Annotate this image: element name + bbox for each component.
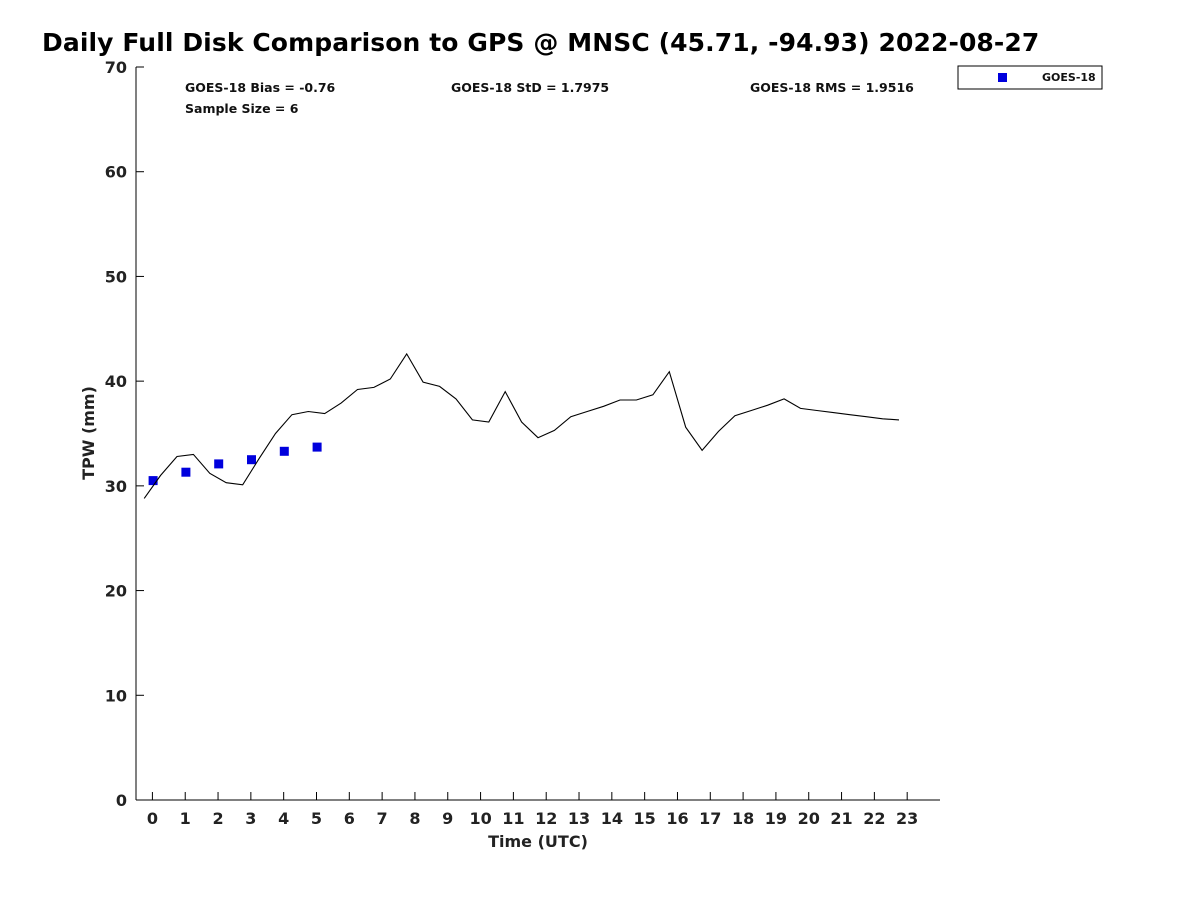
x-tick-label: 8 bbox=[409, 809, 420, 828]
goes-18-point bbox=[279, 446, 289, 456]
y-tick-label: 20 bbox=[105, 582, 127, 601]
x-tick-label: 2 bbox=[212, 809, 223, 828]
goes-18-point bbox=[247, 455, 256, 465]
sample-size-stat: Sample Size = 6 bbox=[185, 101, 299, 116]
legend-label-goes-18: GOES-18 bbox=[1042, 71, 1096, 84]
x-tick-label: 11 bbox=[502, 809, 524, 828]
x-tick-label: 15 bbox=[634, 809, 656, 828]
x-tick-label: 5 bbox=[311, 809, 322, 828]
x-tick-label: 16 bbox=[666, 809, 688, 828]
x-tick-label: 12 bbox=[535, 809, 557, 828]
plot-area bbox=[143, 352, 900, 499]
x-tick-label: 3 bbox=[245, 809, 256, 828]
y-axis-title: TPW (mm) bbox=[79, 386, 98, 480]
x-tick-label: 17 bbox=[699, 809, 721, 828]
goes-18-point bbox=[214, 459, 224, 469]
goes-18-point bbox=[148, 476, 158, 486]
goes-18-point bbox=[312, 442, 322, 452]
x-tick-label: 22 bbox=[863, 809, 885, 828]
x-tick-label: 23 bbox=[896, 809, 918, 828]
y-tick-label: 50 bbox=[105, 267, 127, 286]
x-tick-label: 10 bbox=[469, 809, 491, 828]
y-tick-label: 30 bbox=[105, 477, 127, 496]
x-tick-label: 1 bbox=[180, 809, 191, 828]
gps-tpw-line bbox=[143, 352, 900, 499]
page-title: Daily Full Disk Comparison to GPS @ MNSC… bbox=[42, 28, 1040, 57]
x-tick-label: 9 bbox=[442, 809, 453, 828]
x-tick-label: 19 bbox=[765, 809, 787, 828]
x-tick-label: 7 bbox=[377, 809, 388, 828]
y-tick-label: 40 bbox=[105, 372, 127, 391]
rms-stat: GOES-18 RMS = 1.9516 bbox=[750, 80, 914, 95]
bias-stat: GOES-18 Bias = -0.76 bbox=[185, 80, 336, 95]
y-tick-label: 10 bbox=[105, 686, 127, 705]
x-tick-label: 0 bbox=[147, 809, 158, 828]
legend: GOES-18 bbox=[957, 65, 1103, 90]
x-tick-label: 13 bbox=[568, 809, 590, 828]
y-tick-label: 60 bbox=[105, 163, 127, 182]
legend-marker-goes-18 bbox=[998, 73, 1007, 82]
std-stat: GOES-18 StD = 1.7975 bbox=[451, 80, 609, 95]
y-tick-label: 70 bbox=[105, 58, 127, 77]
x-tick-label: 21 bbox=[830, 809, 852, 828]
goes-18-point bbox=[181, 467, 191, 477]
legend-box bbox=[957, 65, 1103, 90]
x-tick-label: 14 bbox=[601, 809, 623, 828]
x-tick-label: 18 bbox=[732, 809, 754, 828]
x-tick-label: 6 bbox=[344, 809, 355, 828]
x-tick-label: 4 bbox=[278, 809, 289, 828]
x-axis-title: Time (UTC) bbox=[488, 832, 588, 851]
y-tick-label: 0 bbox=[116, 791, 127, 810]
x-tick-label: 20 bbox=[798, 809, 820, 828]
